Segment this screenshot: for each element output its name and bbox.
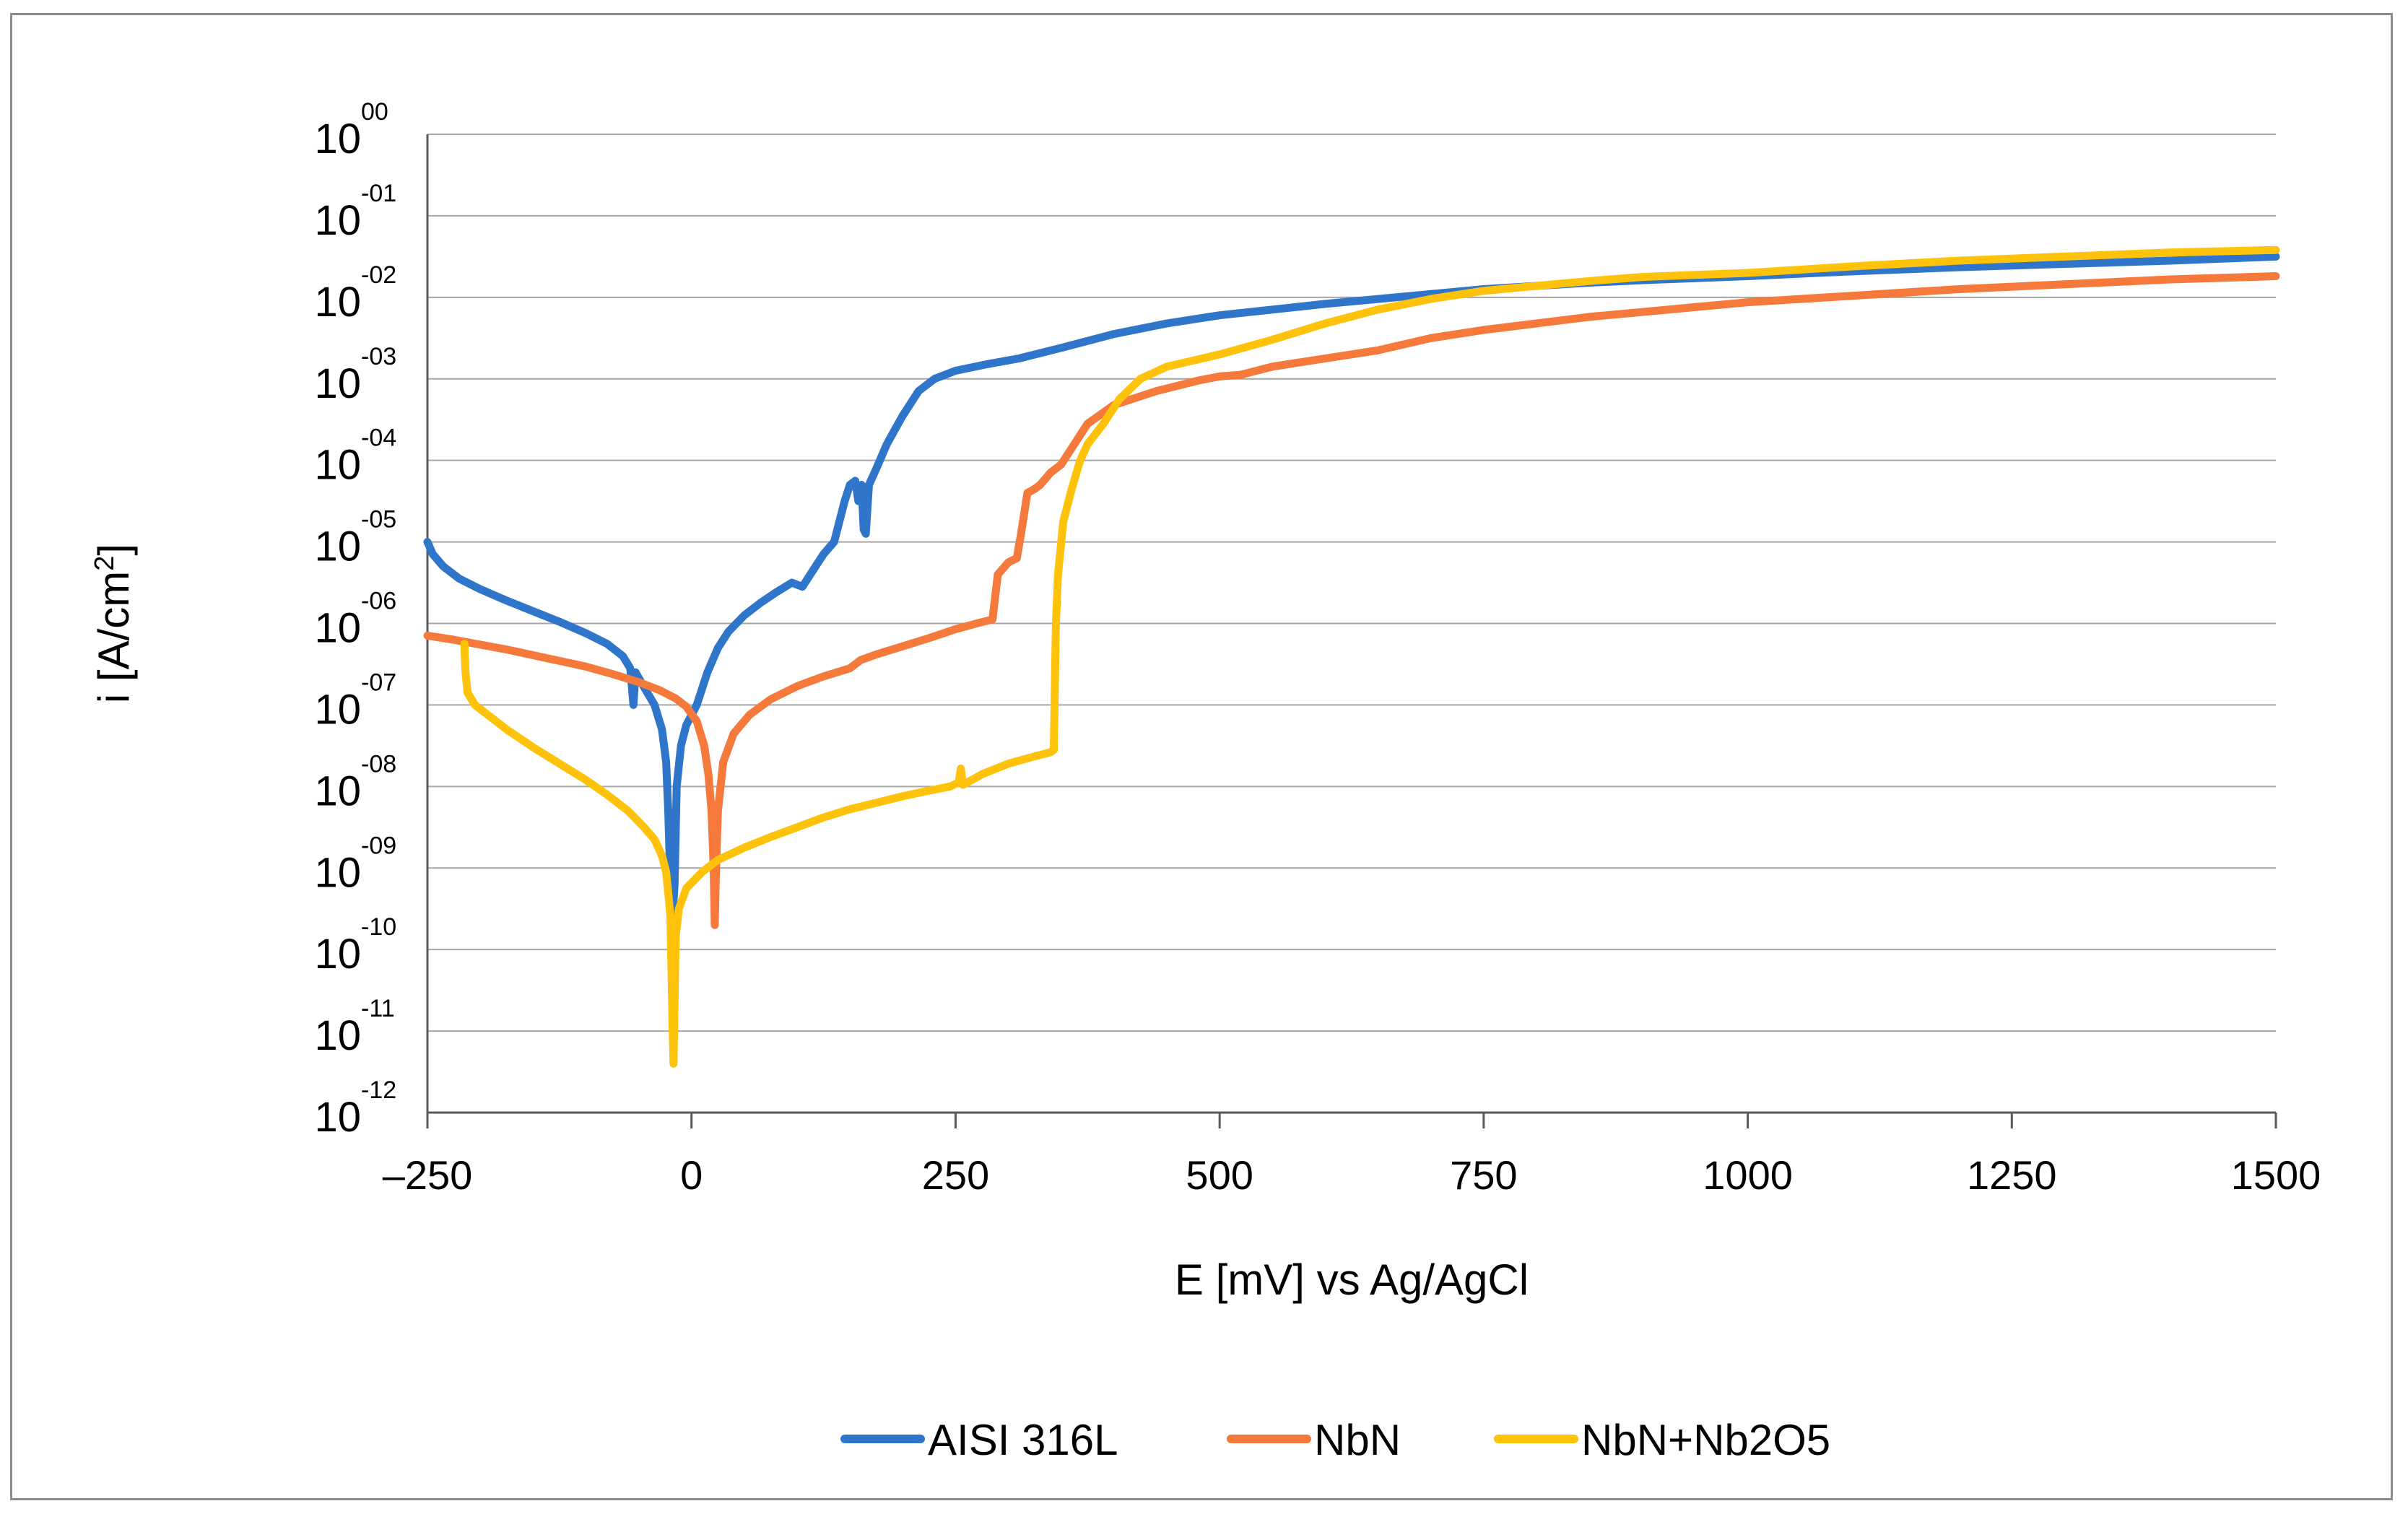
y-tick-exponent: -09 — [361, 832, 396, 859]
y-tick-exponent: -08 — [361, 750, 396, 778]
x-tick-label: 1250 — [1967, 1152, 2057, 1198]
legend-label: NbN+Nb2O5 — [1581, 1416, 1830, 1464]
y-tick-exponent: -11 — [361, 995, 395, 1022]
series-lines — [423, 245, 2280, 1068]
grid-lines — [427, 134, 2276, 1032]
x-tick-label: 500 — [1186, 1152, 1253, 1198]
x-tick-label: 250 — [922, 1152, 989, 1198]
y-tick-exponent: -04 — [361, 425, 396, 452]
x-tick-label: 1000 — [1703, 1152, 1793, 1198]
y-tick-label: 10 — [314, 523, 361, 570]
legend: AISI 316L NbN NbN+Nb2O5 — [840, 1416, 1830, 1464]
series-line-nbn — [423, 272, 2280, 929]
y-tick-exponent: -01 — [361, 180, 396, 207]
y-tick-exponent: -02 — [361, 261, 396, 289]
x-tick-label: 750 — [1450, 1152, 1517, 1198]
y-tick-label: 10 — [314, 686, 361, 733]
legend-label: AISI 316L — [928, 1416, 1118, 1464]
y-tick-label: 10 — [314, 767, 361, 814]
x-tick-label: 1500 — [2231, 1152, 2321, 1198]
x-tick-label: 0 — [680, 1152, 703, 1198]
y-tick-label: 10 — [314, 442, 361, 489]
y-tick-exponent: -12 — [361, 1076, 396, 1104]
y-tick-label: 10 — [314, 1012, 361, 1059]
x-tick-label: –250 — [383, 1152, 473, 1198]
y-tick-label: 10 — [314, 605, 361, 652]
axis-labels: 100010-0110-0210-0310-0410-0510-0610-071… — [90, 98, 2321, 1304]
y-axis-title: i [A/cm2] — [90, 544, 138, 703]
y-tick-exponent: -10 — [361, 913, 396, 941]
y-tick-exponent: -03 — [361, 343, 396, 370]
y-tick-label: 10 — [314, 1094, 361, 1141]
y-tick-label: 10 — [314, 116, 361, 162]
series-line-nbn-nb2o5 — [460, 245, 2280, 1068]
y-tick-label: 10 — [314, 360, 361, 407]
y-tick-exponent: -07 — [361, 669, 396, 696]
y-tick-exponent: -06 — [361, 588, 396, 615]
y-tick-label: 10 — [314, 197, 361, 244]
y-tick-exponent: 00 — [361, 98, 388, 126]
x-axis-title: E [mV] vs Ag/AgCl — [1175, 1256, 1529, 1304]
legend-label: NbN — [1314, 1416, 1401, 1464]
axes — [426, 134, 2277, 1128]
y-tick-exponent: -05 — [361, 506, 396, 534]
y-tick-label: 10 — [314, 279, 361, 326]
series-line-aisi-316l — [423, 252, 2280, 921]
y-tick-label: 10 — [314, 931, 361, 978]
y-tick-label: 10 — [314, 849, 361, 896]
